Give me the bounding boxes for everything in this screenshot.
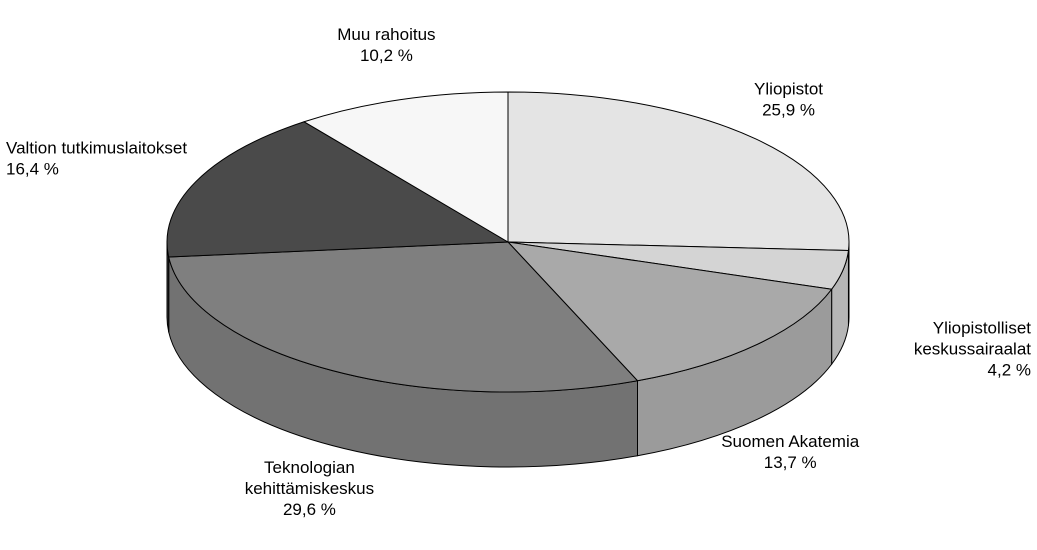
pie-slice-suomen-akatemia — [507, 241, 833, 382]
slice-label-yliopistolliset-keskussairaalat: Yliopistolliset keskussairaalat 4,2 % — [914, 318, 1031, 379]
slice-label-valtion-tutkimuslaitokset: Valtion tutkimuslaitokset 16,4 % — [6, 139, 187, 179]
pie-labels: Yliopistot 25,9 % Yliopistolliset keskussai… — [6, 25, 1031, 519]
slice-label-muu-rahoitus: Muu rahoitus 10,2 % — [337, 25, 435, 65]
pie-slices — [166, 91, 850, 393]
slice-label-suomen-akatemia: Suomen Akatemia 13,7 % — [721, 432, 860, 472]
pie-slice-valtion-tutkimuslaitokset — [166, 121, 509, 258]
pie-slice-yliopistot — [507, 91, 850, 251]
slice-label-teknologian-kehittamiskeskus: Teknologian kehittämiskeskus 29,6 % — [245, 458, 374, 519]
slice-label-yliopistot: Yliopistot 25,9 % — [754, 80, 823, 120]
pie-slice-muu-rahoitus — [303, 91, 509, 243]
pie-slice-teknologian-kehittamiskeskus — [168, 241, 638, 393]
